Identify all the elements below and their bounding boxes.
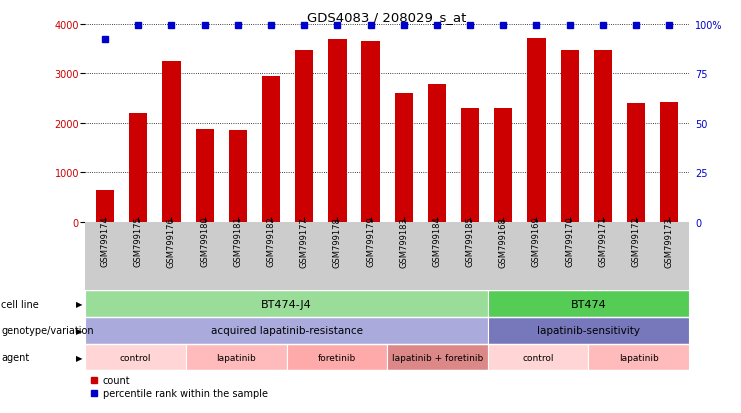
Bar [660, 103, 678, 222]
Text: lapatinib-sensitivity: lapatinib-sensitivity [537, 326, 640, 336]
Bar [627, 104, 645, 222]
Text: BT474: BT474 [571, 299, 606, 309]
FancyBboxPatch shape [287, 344, 387, 370]
Bar [229, 131, 247, 222]
Bar [528, 38, 545, 222]
Legend: count, percentile rank within the sample: count, percentile rank within the sample [90, 375, 268, 398]
Bar [162, 62, 181, 222]
Title: GDS4083 / 208029_s_at: GDS4083 / 208029_s_at [308, 11, 467, 24]
Bar [262, 77, 280, 222]
Text: acquired lapatinib-resistance: acquired lapatinib-resistance [210, 326, 362, 336]
Text: ▶: ▶ [76, 299, 83, 309]
Text: lapatinib: lapatinib [216, 353, 256, 362]
Bar [594, 50, 612, 222]
Text: lapatinib: lapatinib [619, 353, 659, 362]
Text: ▶: ▶ [76, 353, 83, 362]
FancyBboxPatch shape [588, 344, 689, 370]
Bar [494, 109, 513, 222]
Bar [560, 50, 579, 222]
FancyBboxPatch shape [85, 291, 488, 317]
Bar [196, 130, 214, 222]
Text: control: control [522, 353, 554, 362]
Text: cell line: cell line [1, 299, 39, 309]
FancyBboxPatch shape [488, 344, 588, 370]
Text: lapatinib + foretinib: lapatinib + foretinib [392, 353, 483, 362]
Bar [129, 114, 147, 222]
FancyBboxPatch shape [85, 317, 488, 344]
FancyBboxPatch shape [186, 344, 287, 370]
Text: ▶: ▶ [76, 326, 83, 335]
FancyBboxPatch shape [85, 344, 186, 370]
Bar [328, 40, 347, 222]
Text: genotype/variation: genotype/variation [1, 326, 94, 336]
FancyBboxPatch shape [488, 317, 689, 344]
Text: BT474-J4: BT474-J4 [261, 299, 312, 309]
FancyBboxPatch shape [488, 291, 689, 317]
Bar [461, 109, 479, 222]
Text: control: control [120, 353, 151, 362]
Bar [295, 50, 313, 222]
Bar [428, 85, 446, 222]
Text: agent: agent [1, 352, 30, 362]
Bar [395, 94, 413, 222]
Text: foretinib: foretinib [318, 353, 356, 362]
Bar [96, 190, 114, 222]
FancyBboxPatch shape [387, 344, 488, 370]
Bar [362, 42, 379, 222]
